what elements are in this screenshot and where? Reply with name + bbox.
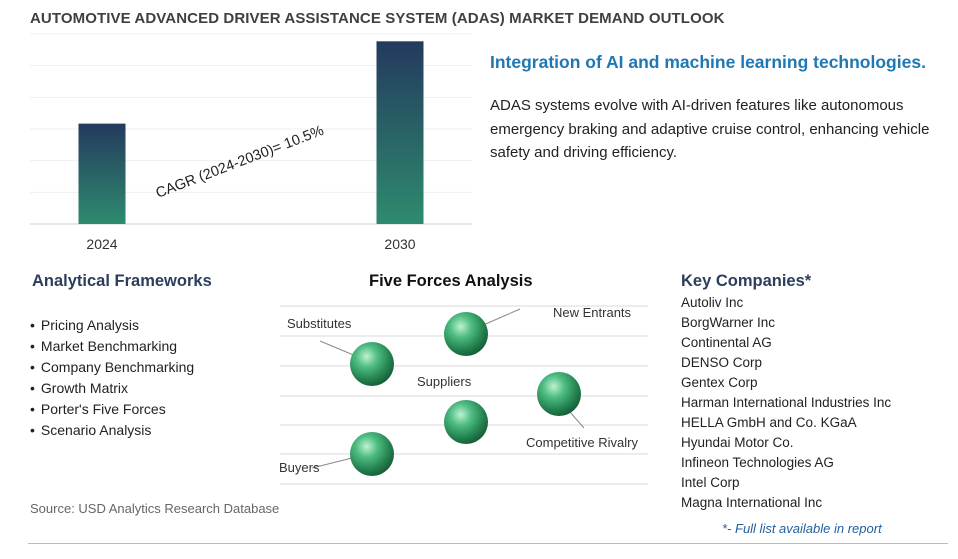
company-item: Gentex Corp	[681, 375, 758, 390]
page-title: AUTOMOTIVE ADVANCED DRIVER ASSISTANCE SY…	[30, 10, 725, 27]
company-item: Hyundai Motor Co.	[681, 435, 794, 450]
market-bar-chart: 2024 2030 CAGR (2024-2030)= 10.5%	[30, 33, 472, 252]
highlight-title: Integration of AI and machine learning t…	[490, 52, 926, 72]
framework-item: Scenario Analysis	[30, 420, 194, 441]
bar-2024	[78, 123, 126, 224]
framework-item: Porter's Five Forces	[30, 399, 194, 420]
company-item: Harman International Industries Inc	[681, 395, 892, 410]
substitutes-sphere	[350, 342, 394, 386]
key-companies-list: Autoliv Inc BorgWarner Inc Continental A…	[681, 293, 891, 513]
force-label-suppliers: Suppliers	[417, 374, 472, 389]
company-item: Intel Corp	[681, 475, 740, 490]
company-item: Autoliv Inc	[681, 295, 744, 310]
bar-2030	[376, 41, 424, 224]
highlight-description: ADAS systems evolve with AI-driven featu…	[490, 97, 930, 161]
framework-item: Market Benchmarking	[30, 336, 194, 357]
key-companies-heading: Key Companies*	[681, 272, 812, 290]
framework-item: Growth Matrix	[30, 378, 194, 399]
company-item: HELLA GmbH and Co. KGaA	[681, 415, 857, 430]
company-item: DENSO Corp	[681, 355, 763, 370]
analytical-frameworks-heading: Analytical Frameworks	[32, 272, 212, 290]
x-tick-label: 2030	[384, 236, 415, 252]
x-tick-label: 2024	[86, 236, 117, 252]
full-list-note: *- Full list available in report	[722, 521, 882, 536]
force-label-new-entrants: New Entrants	[553, 305, 632, 320]
bottom-divider	[28, 543, 948, 544]
framework-item: Pricing Analysis	[30, 315, 194, 336]
competitive-rivalry-sphere	[537, 372, 581, 416]
framework-item: Company Benchmarking	[30, 357, 194, 378]
force-label-competitive-rivalry: Competitive Rivalry	[526, 435, 638, 450]
company-item: Continental AG	[681, 335, 772, 350]
forces-grid	[280, 305, 648, 485]
source-note: Source: USD Analytics Research Database	[30, 501, 280, 516]
five-forces-heading: Five Forces Analysis	[369, 272, 533, 290]
buyers-sphere	[350, 432, 394, 476]
suppliers-sphere	[444, 400, 488, 444]
company-item: Infineon Technologies AG	[681, 455, 834, 470]
force-label-buyers: Buyers	[279, 460, 320, 475]
company-item: Magna International Inc	[681, 495, 823, 510]
force-label-substitutes: Substitutes	[287, 316, 352, 331]
analytical-frameworks-list: Pricing Analysis Market Benchmarking Com…	[30, 315, 194, 441]
new-entrants-sphere	[444, 312, 488, 356]
company-item: BorgWarner Inc	[681, 315, 776, 330]
